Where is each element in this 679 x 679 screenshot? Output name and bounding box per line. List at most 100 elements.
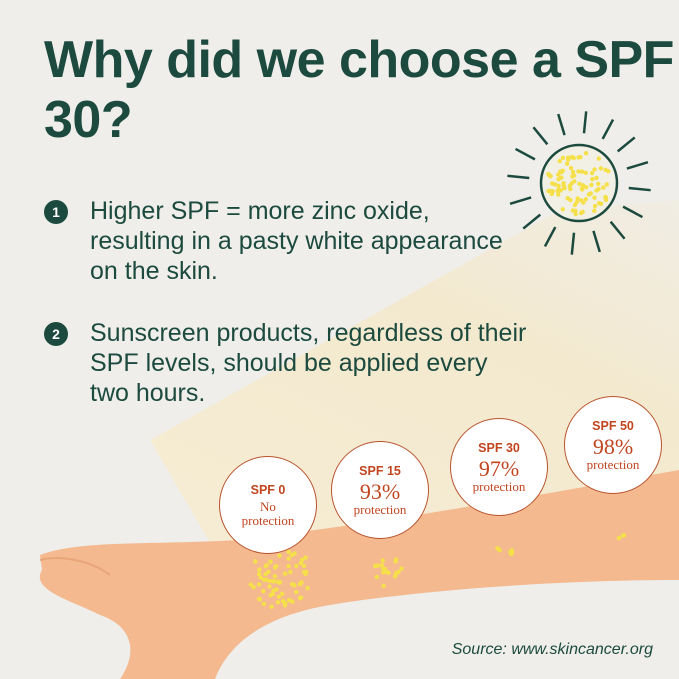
zinc-dot [592,167,597,172]
number-badge: 2 [44,322,68,346]
sun-ray [522,213,542,230]
point-text: Sunscreen products, regardless of their … [90,319,527,407]
zinc-dot [592,195,597,200]
protection-label: No protection [241,498,295,528]
zinc-dot [592,203,598,209]
zinc-dot [257,567,262,572]
zinc-dot [262,577,267,583]
zinc-dot [266,569,271,574]
sun-ray [616,136,636,153]
zinc-dot [277,553,282,558]
source-citation: Source: www.skincancer.org [451,641,653,658]
zinc-dot [393,559,398,564]
point-1: 1 Higher SPF = more zinc oxide, resultin… [44,196,530,286]
zinc-dot [399,566,404,571]
zinc-dot [589,182,594,188]
zinc-dot [570,174,575,179]
sun-ray [622,205,644,219]
zinc-dot [566,155,571,160]
zinc-dot [560,207,566,212]
zinc-dot [267,584,272,589]
zinc-dot [546,188,551,194]
zinc-dot [580,209,585,215]
sun-ray [543,226,557,248]
zinc-dot [380,558,385,563]
protection-value: 97% [478,455,520,481]
zinc-dot [573,208,578,213]
zinc-dot [571,155,576,161]
zinc-dot [305,586,310,591]
zinc-dot [561,183,566,189]
zinc-dot [584,184,589,190]
zinc-dot [286,556,291,561]
zinc-dot [621,533,627,538]
zinc-dot [568,186,573,192]
zinc-dot [583,197,589,202]
zinc-dot [280,598,286,604]
sun-ray [514,147,536,161]
zinc-dot [372,563,378,569]
zinc-dot [290,582,295,587]
sun-ray [507,174,530,180]
zinc-dot [263,571,268,577]
zinc-dot [508,549,513,555]
zinc-dot [253,559,258,564]
zinc-dot [594,188,599,193]
sun-icon [507,111,651,255]
protection-label: protection [353,501,407,517]
zinc-dot [578,198,584,203]
zinc-dot [546,171,551,177]
zinc-dot [592,208,597,214]
zinc-dot [381,566,386,571]
zinc-dot [589,170,595,176]
zinc-dot [558,188,563,193]
zinc-dot [290,599,295,604]
zinc-dot [274,587,279,592]
zinc-dot [576,155,581,160]
zinc-dot [286,563,291,569]
zinc-dot [286,549,291,555]
sun-ray [557,113,566,136]
zinc-dot [275,599,281,605]
zinc-dot [258,575,263,580]
zinc-dot [267,578,272,584]
zinc-dot [268,559,273,564]
zinc-dot [299,557,305,562]
zinc-dot [595,181,601,187]
zinc-dot [596,156,602,161]
zinc-dot [280,591,285,596]
zinc-dot [604,182,609,187]
zinc-dot [616,535,622,541]
protection-value: 98% [592,433,634,459]
protection-label: protection [586,456,640,472]
zinc-dot [576,169,581,174]
zinc-dot [297,581,303,587]
spf-label: SPF 0 [250,482,286,497]
zinc-dot [283,571,288,576]
zinc-dot [261,588,266,594]
zinc-dot [495,546,500,551]
zinc-dot [564,161,570,166]
zinc-dot [289,552,295,558]
zinc-dot [601,185,606,190]
spf-label: SPF 15 [359,463,401,478]
zinc-dot [583,151,589,156]
zinc-dot [294,589,299,595]
zinc-dot [598,166,604,171]
zinc-dot [568,197,573,203]
zinc-dot [560,155,566,160]
point-2: 2 Sunscreen products, regardless of thei… [44,318,530,408]
zinc-dot [301,563,307,569]
sun-ray [509,196,532,205]
zinc-dot [556,183,561,189]
sun-ray [532,126,549,146]
zinc-dot [264,563,269,568]
zinc-dot [558,169,563,174]
zinc-dot [392,574,398,579]
zinc-dot [568,165,574,171]
zinc-dot [579,169,585,174]
zinc-dot [288,569,293,575]
zinc-dot [256,582,262,587]
zinc-dot [557,158,562,164]
zinc-dot [550,189,555,194]
